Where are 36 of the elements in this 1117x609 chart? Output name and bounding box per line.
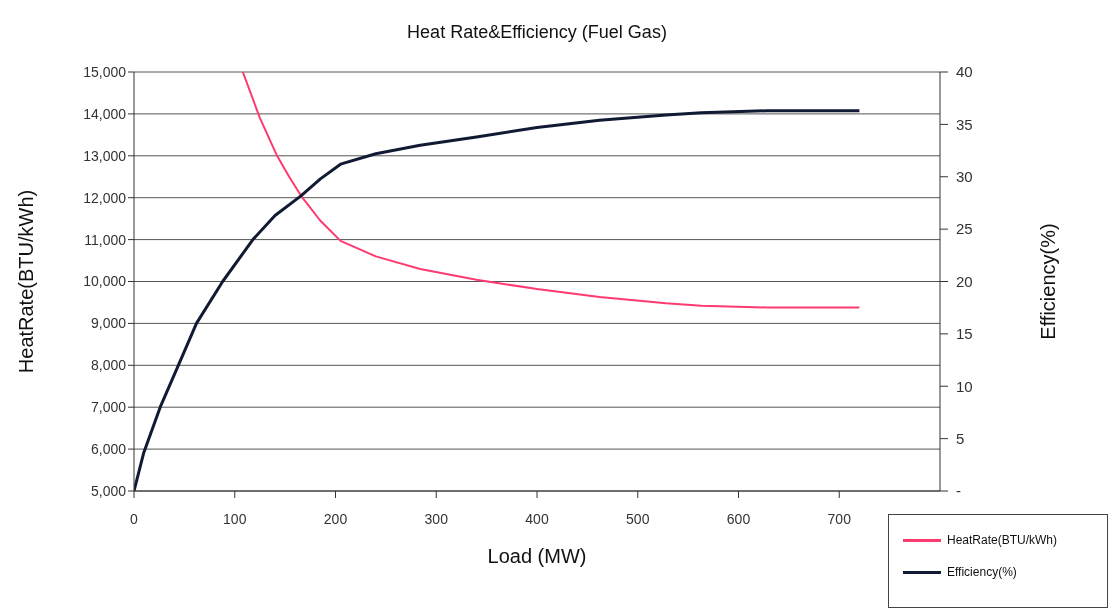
y2-tick-label: - <box>956 482 961 500</box>
x-tick-label: 0 <box>130 510 139 527</box>
x-tick-label: 500 <box>626 510 650 527</box>
y2-tick-label: 10 <box>956 377 973 395</box>
y2-tick-label: 20 <box>956 272 973 290</box>
legend-label: HeatRate(BTU/kWh) <box>947 533 1058 547</box>
legend-label: Efficiency(%) <box>947 565 1017 579</box>
y2-tick-label: 25 <box>956 220 973 238</box>
x-axis-title: Load (MW) <box>487 545 587 567</box>
y-axis-title: HeatRate(BTU/kWh) <box>15 189 38 374</box>
x-tick-label: 300 <box>424 510 449 527</box>
y-tick-label: 6,000 <box>90 441 127 458</box>
y-tick-label: 14,000 <box>83 105 127 122</box>
y-tick-label: 8,000 <box>90 357 127 374</box>
y2-tick-label: 30 <box>956 168 973 186</box>
x-tick-label: 600 <box>726 510 751 527</box>
chart-title: Heat Rate&Efficiency (Fuel Gas) <box>407 22 667 42</box>
line-series <box>134 109 861 491</box>
y2-tick-label: 5 <box>956 429 965 447</box>
y-tick-label: 9,000 <box>90 315 127 332</box>
y2-tick-label: 35 <box>956 115 973 133</box>
y2-axis-title: Efficiency(%) <box>1037 223 1060 340</box>
y-tick-label: 5,000 <box>90 482 127 499</box>
line-series <box>241 72 861 309</box>
y-tick-label: 12,000 <box>83 189 127 206</box>
y2-tick-label: 40 <box>956 63 973 81</box>
y-tick-label: 13,000 <box>83 147 127 164</box>
x-tick-label: 400 <box>525 510 549 527</box>
y-tick-label: 11,000 <box>84 231 127 248</box>
y-tick-label: 10,000 <box>83 273 127 290</box>
y-tick-label: 15,000 <box>83 63 127 80</box>
y-tick-label: 7,000 <box>90 399 127 416</box>
y2-tick-label: 15 <box>956 325 973 343</box>
x-tick-label: 100 <box>223 510 247 527</box>
x-tick-label: 700 <box>827 510 852 527</box>
x-tick-label: 200 <box>323 510 348 527</box>
